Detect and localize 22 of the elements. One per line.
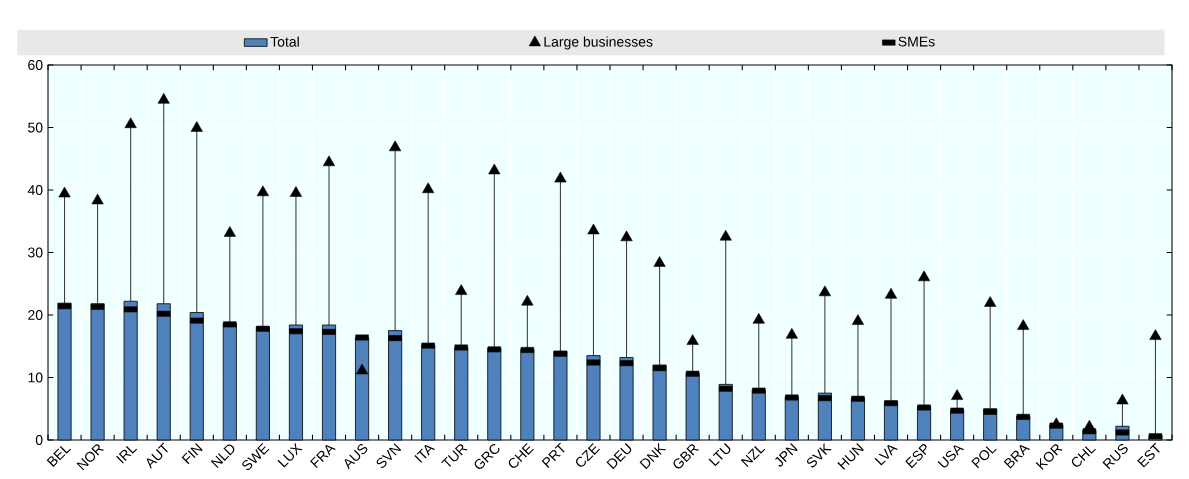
y-tick-label: 40 <box>27 185 43 195</box>
x-tick-label: USA <box>937 445 965 468</box>
legend-label: SMEs <box>898 36 935 47</box>
legend-label: Total <box>270 36 299 47</box>
y-tick-label: 10 <box>28 372 43 383</box>
x-tick-label: TUR <box>441 444 468 467</box>
y-tick-label: 20 <box>28 310 43 320</box>
x-tick-label: FIN <box>181 443 203 465</box>
x-tick-label: FRA <box>310 445 336 469</box>
x-tick-label: BEL <box>46 446 71 467</box>
x-tick-label: LTU <box>708 443 731 467</box>
x-tick-label: IRL <box>116 446 138 464</box>
x-tick-label: CHL <box>1071 446 1096 467</box>
x-tick-label: POL <box>971 446 997 469</box>
y-tick-label: 30 <box>28 247 43 258</box>
x-tick-label: NZL <box>740 446 766 467</box>
legend-label: Large businesses <box>544 36 653 50</box>
x-tick-label: ITA <box>414 445 435 463</box>
y-tick-label: 50 <box>28 122 43 133</box>
x-tick-label: LVA <box>874 445 898 466</box>
y-tick-label: 0 <box>35 435 43 445</box>
y-tick-label: 60 <box>28 60 43 70</box>
